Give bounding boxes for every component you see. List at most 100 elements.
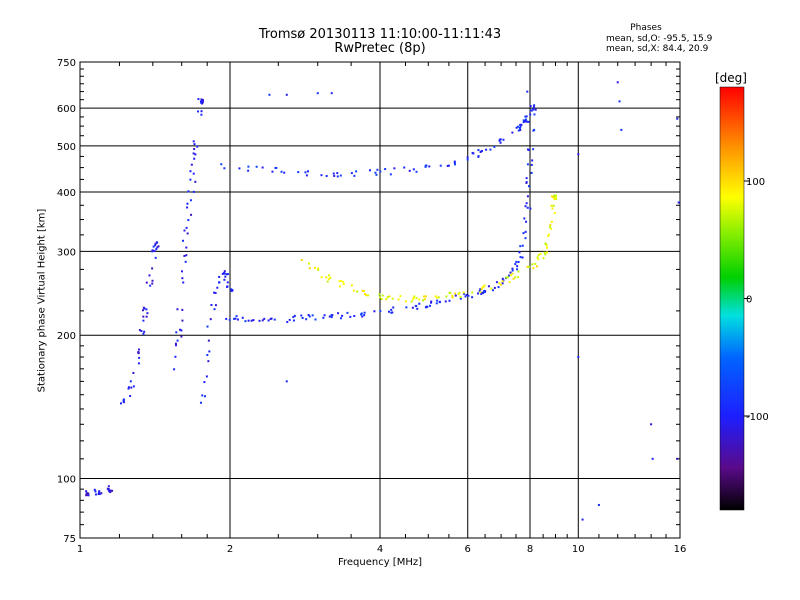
- data-point: [184, 260, 187, 263]
- data-point: [555, 197, 558, 200]
- data-point: [466, 156, 469, 159]
- data-point: [550, 204, 553, 207]
- data-point: [192, 140, 195, 143]
- data-point: [454, 292, 457, 295]
- data-point: [526, 206, 529, 209]
- data-point: [413, 295, 416, 298]
- data-point: [151, 267, 154, 270]
- data-point: [650, 423, 653, 426]
- data-point: [313, 266, 316, 269]
- data-point: [447, 164, 450, 167]
- data-point: [214, 304, 217, 307]
- data-point: [405, 306, 408, 309]
- data-point: [127, 386, 130, 389]
- data-point: [480, 149, 483, 152]
- data-point: [424, 306, 427, 309]
- data-point: [412, 296, 415, 299]
- data-point: [200, 110, 203, 113]
- data-point: [508, 281, 511, 284]
- series-spread-F-1.8MHz: [199, 270, 234, 404]
- data-point: [391, 311, 394, 314]
- data-point: [481, 291, 484, 294]
- data-point: [154, 244, 157, 247]
- data-point: [327, 278, 330, 281]
- data-point: [493, 286, 496, 289]
- data-point: [414, 305, 417, 308]
- colorbar-tick-label--100: -100: [746, 412, 769, 423]
- data-point: [189, 170, 192, 173]
- y-axis-label: Stationary phase Virtual Height [km]: [36, 208, 48, 393]
- data-point: [208, 350, 211, 353]
- data-point: [434, 295, 437, 298]
- data-point: [142, 319, 145, 322]
- data-point: [530, 109, 533, 112]
- data-point: [152, 245, 155, 248]
- data-point: [397, 298, 400, 301]
- data-point: [174, 344, 177, 347]
- data-point: [85, 490, 88, 493]
- data-point: [528, 265, 531, 268]
- data-point: [181, 308, 184, 311]
- data-point: [524, 230, 527, 233]
- data-point: [337, 312, 340, 315]
- data-point: [145, 315, 148, 318]
- data-point: [408, 169, 411, 172]
- data-point: [137, 362, 140, 365]
- data-point: [526, 148, 529, 151]
- x-tick-label-16: 16: [674, 544, 687, 555]
- data-point: [199, 401, 202, 404]
- data-point: [517, 270, 520, 273]
- data-point: [529, 105, 532, 108]
- data-point: [531, 263, 534, 266]
- data-point: [471, 291, 474, 294]
- series-sporadic-low: [85, 485, 114, 497]
- data-point: [554, 194, 557, 197]
- data-point: [363, 292, 366, 295]
- data-point: [547, 235, 550, 238]
- data-point: [453, 163, 456, 166]
- data-point: [527, 120, 530, 123]
- data-point: [553, 212, 556, 215]
- data-point: [226, 281, 229, 284]
- y-tick-label-100: 100: [57, 475, 76, 486]
- data-point: [130, 386, 133, 389]
- data-point: [332, 172, 335, 175]
- data-point: [517, 129, 520, 132]
- data-point: [511, 269, 514, 272]
- data-point: [182, 281, 185, 284]
- data-point: [537, 254, 540, 257]
- data-point: [236, 318, 239, 321]
- data-point: [493, 145, 496, 148]
- data-point: [316, 92, 319, 95]
- data-point: [269, 317, 272, 320]
- data-point: [502, 138, 505, 141]
- data-point: [174, 355, 177, 358]
- phase-stat-o: mean, sd,O: -95.5, 15.9: [606, 34, 713, 44]
- data-point: [304, 171, 307, 174]
- data-point: [280, 170, 283, 173]
- data-point: [532, 148, 535, 151]
- data-point: [156, 246, 159, 249]
- data-point: [524, 118, 527, 121]
- data-point: [200, 98, 203, 101]
- data-point: [179, 328, 182, 331]
- data-point: [361, 315, 364, 318]
- data-point: [308, 267, 311, 270]
- data-point: [109, 489, 112, 492]
- data-point: [223, 270, 226, 273]
- data-point: [181, 277, 184, 280]
- data-point: [232, 317, 235, 320]
- data-point: [526, 90, 529, 93]
- data-point: [379, 296, 382, 299]
- data-point: [483, 284, 486, 287]
- data-point: [190, 213, 193, 216]
- data-point: [194, 153, 197, 156]
- data-point: [459, 295, 462, 298]
- data-point: [651, 457, 654, 460]
- data-point: [213, 308, 216, 311]
- data-point: [435, 296, 438, 299]
- data-point: [535, 265, 538, 268]
- data-point: [552, 204, 555, 207]
- data-point: [524, 115, 527, 118]
